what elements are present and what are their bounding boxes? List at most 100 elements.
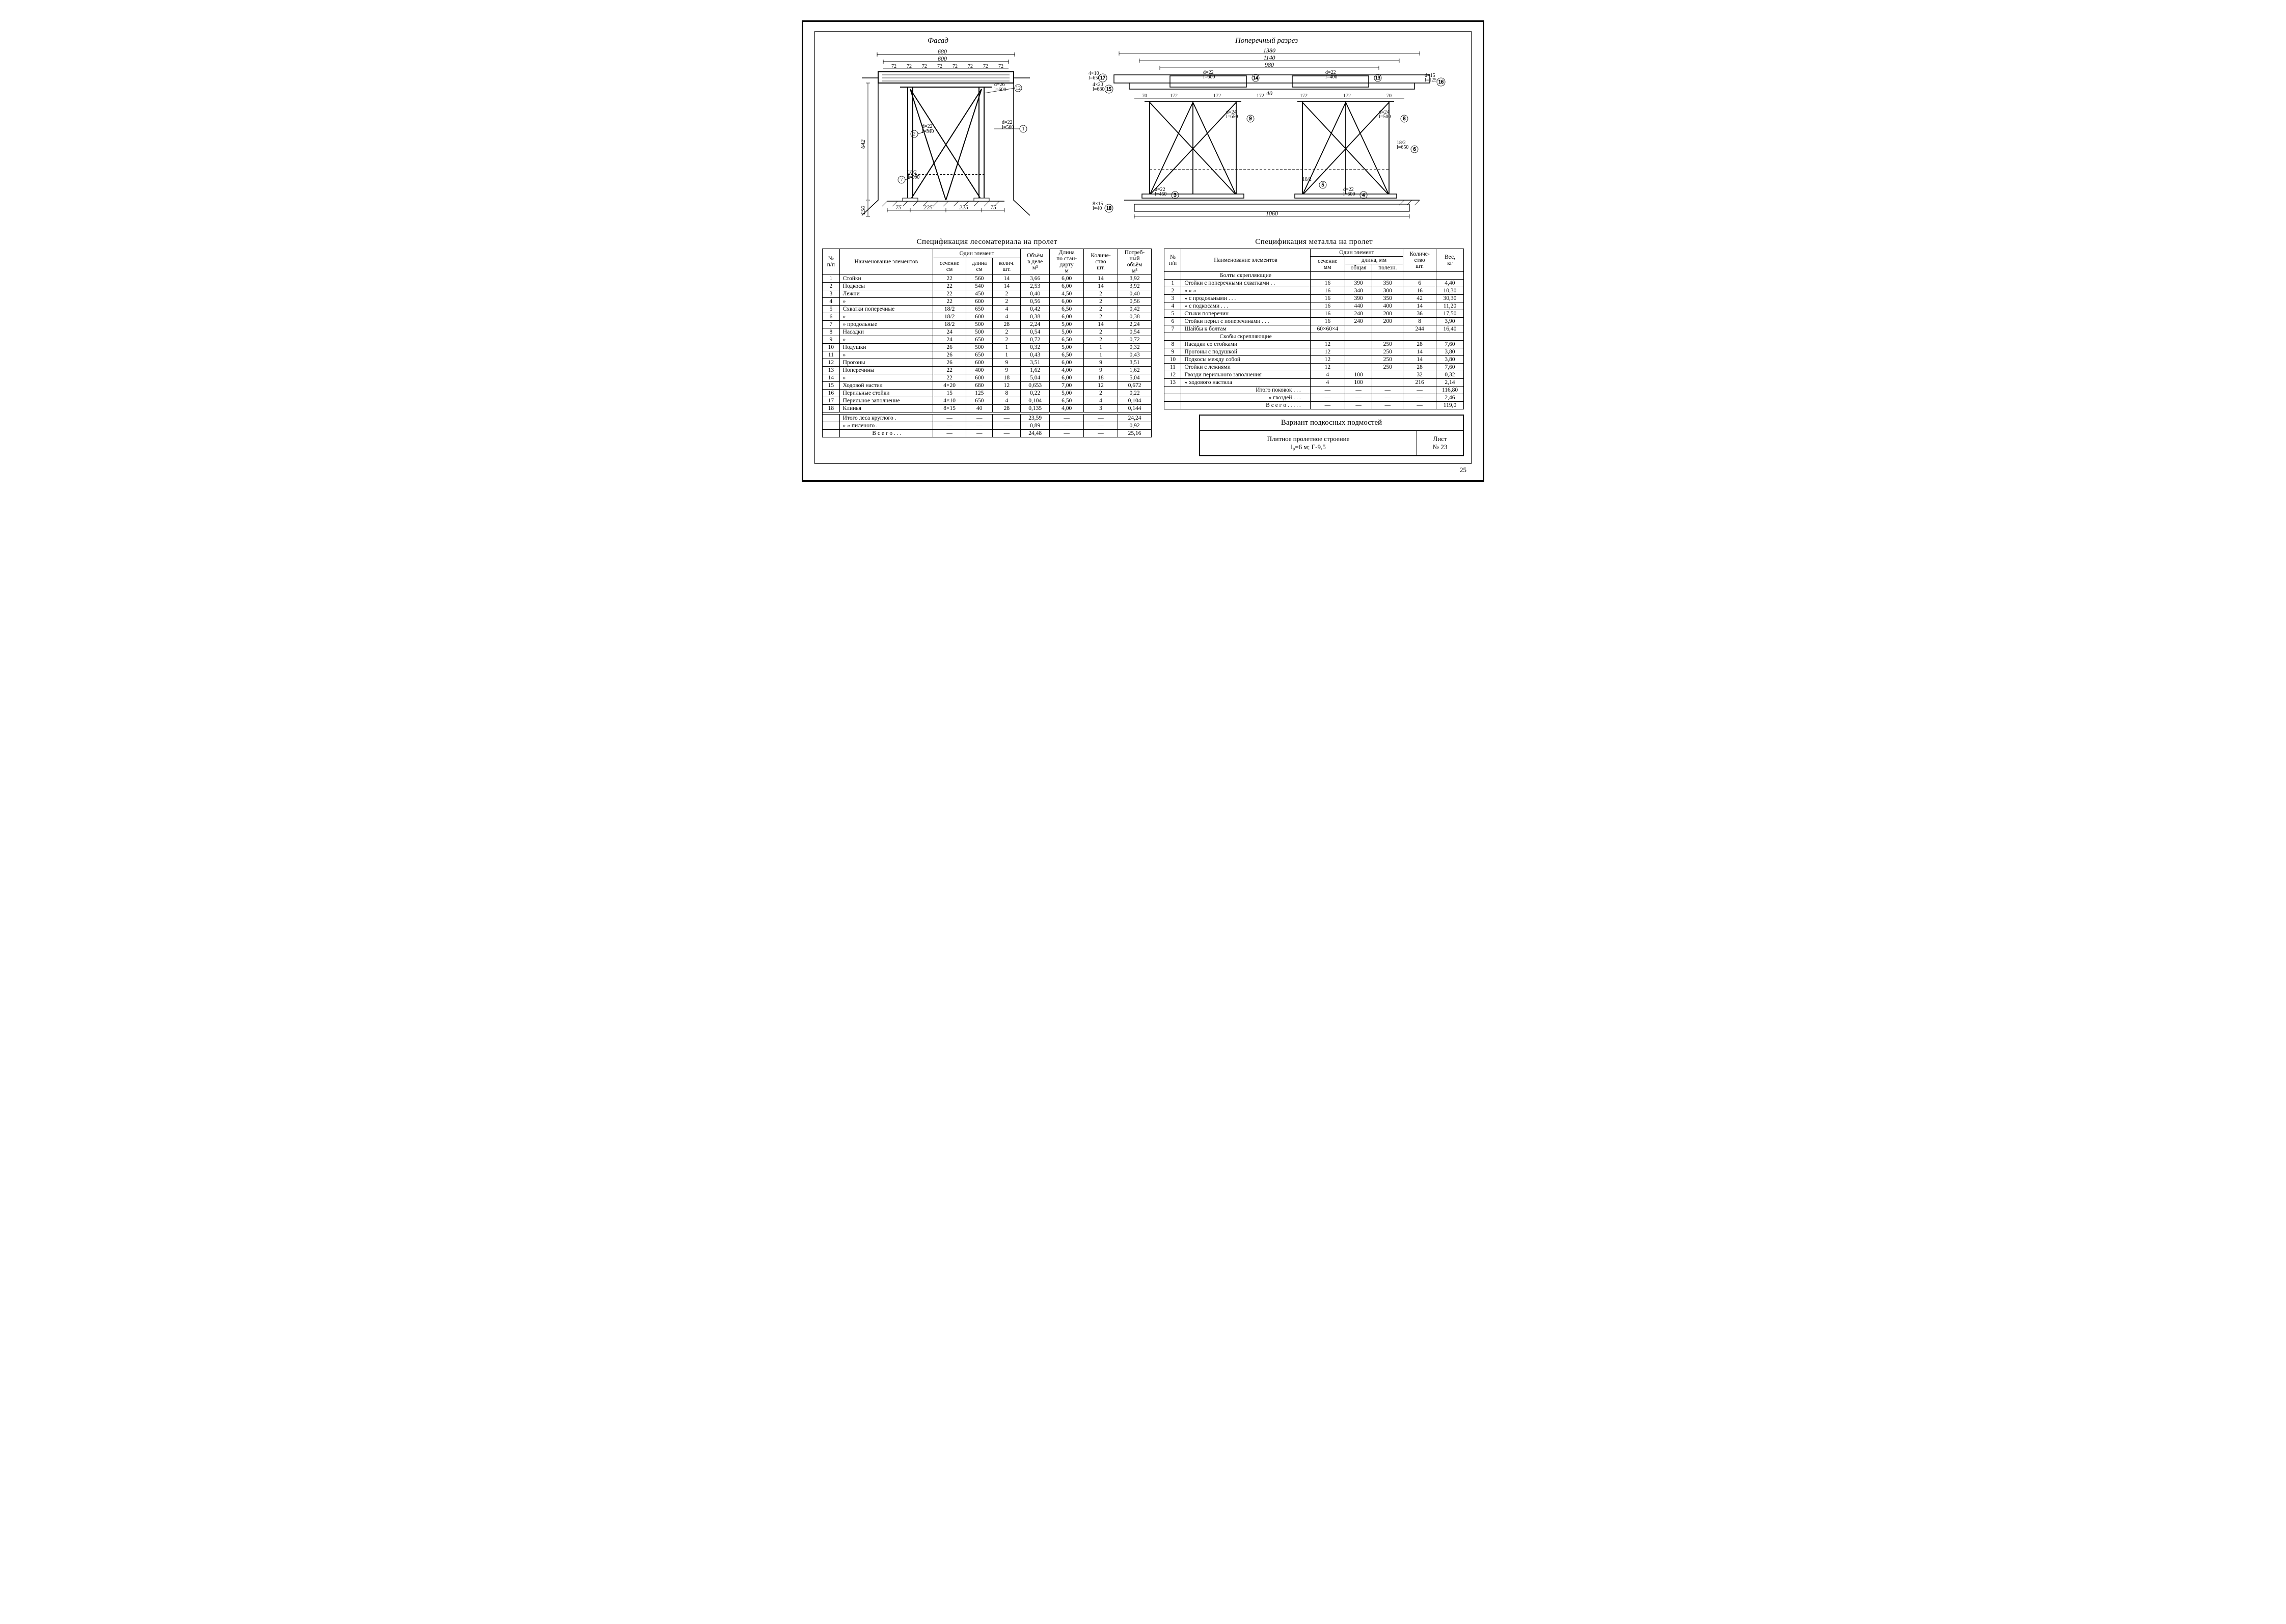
table-row: 10Подкосы между собой12250143,80 <box>1164 356 1464 364</box>
dim-1380: 1380 <box>1263 47 1275 54</box>
svg-text:172: 172 <box>1213 93 1221 99</box>
wt-h-sec: сечениесм <box>933 258 966 275</box>
cross-svg: 1380 1140 980 d=22l=600 d=22l=400 <box>1078 47 1455 231</box>
svg-text:4×10l=650: 4×10l=650 <box>1088 71 1100 81</box>
wt-h-qty: колич.шт. <box>993 258 1021 275</box>
facade-svg: 680 600 72 72 72 72 72 72 72 72 <box>831 47 1045 231</box>
dim-b225a: 225 <box>923 204 933 211</box>
svg-text:72: 72 <box>891 64 896 69</box>
svg-text:172: 172 <box>1343 93 1351 99</box>
table-row: 1Стойки22560143,666,00143,92 <box>823 275 1152 283</box>
dim-600: 600 <box>938 55 947 62</box>
table-row: 6»18/260040,386,0020,38 <box>823 313 1152 321</box>
svg-text:72: 72 <box>953 64 958 69</box>
page-number: 25 <box>814 464 1472 474</box>
wt-h-len: длинасм <box>966 258 993 275</box>
svg-text:13: 13 <box>1375 75 1380 81</box>
drawings-row: Фасад 680 600 72 <box>822 37 1464 231</box>
table-row: 13Поперечины2240091,624,0091,62 <box>823 367 1152 374</box>
svg-text:18/2: 18/2 <box>1302 177 1312 182</box>
table-row: 11Стойки с лежнями12250287,60 <box>1164 364 1464 371</box>
svg-text:12: 12 <box>1016 86 1021 91</box>
callout-12: d=26l=600 <box>994 82 1006 93</box>
table-row: 5Схватки поперечные18/265040,426,5020,42 <box>823 306 1152 313</box>
dim-980: 980 <box>1265 61 1274 68</box>
table-row: 8Насадки со стойками12250287,60 <box>1164 341 1464 348</box>
metal-title: Спецификация металла на пролет <box>1164 238 1464 246</box>
metal-table: №п/п Наименование элементов Один элемент… <box>1164 249 1464 409</box>
table-row: 11»2665010,436,5010,43 <box>823 351 1152 359</box>
svg-text:4×20l=680: 4×20l=680 <box>1093 82 1104 92</box>
wt-h-one: Один элемент <box>933 249 1021 258</box>
svg-text:15: 15 <box>1106 87 1111 92</box>
table-row: 12Прогоны2660093,516,0093,51 <box>823 359 1152 367</box>
svg-text:14: 14 <box>1253 75 1258 81</box>
svg-text:6: 6 <box>1413 147 1416 152</box>
svg-text:17: 17 <box>1100 75 1105 81</box>
table-row: 3Лежни2245020,404,5020,40 <box>823 290 1152 298</box>
wood-table-block: Спецификация лесоматериала на пролет №п/… <box>822 235 1152 437</box>
table-row: 4»2260020,566,0020,56 <box>823 298 1152 306</box>
svg-text:40: 40 <box>1266 90 1272 97</box>
svg-text:172: 172 <box>1257 93 1264 99</box>
tb-line1: Вариант подкосных подмостей <box>1200 416 1463 431</box>
dim-b225b: 225 <box>959 204 968 211</box>
dim-1060: 1060 <box>1266 210 1278 217</box>
table-row: 4» с подкосами . . .164404001411,20 <box>1164 302 1464 310</box>
table-row: 7» продольные18/2500282,245,00142,24 <box>823 321 1152 328</box>
svg-text:4: 4 <box>1362 192 1365 198</box>
callout-7: 18/2l=500 <box>908 170 919 180</box>
mt-h-sec: сечениемм <box>1310 257 1345 272</box>
callout-1: d=22l=560 <box>1002 120 1014 130</box>
table-row: 14»22600185,046,00185,04 <box>823 374 1152 382</box>
wt-h-name: Наименование элементов <box>839 249 933 275</box>
mt-h-len: длина, мм <box>1345 257 1403 264</box>
svg-text:18/2l=650: 18/2l=650 <box>1397 140 1408 150</box>
wt-h-n: №п/п <box>823 249 840 275</box>
svg-text:72: 72 <box>937 64 942 69</box>
table-row: 13» ходового настила41002162,14 <box>1164 379 1464 387</box>
svg-text:9: 9 <box>1249 116 1251 122</box>
mt-h-cnt: Количе-ствошт. <box>1403 249 1436 272</box>
svg-text:16: 16 <box>1438 79 1444 85</box>
svg-text:8: 8 <box>1403 116 1405 122</box>
mt-h-lentot: общая <box>1345 264 1372 272</box>
drawing-cross: Поперечный разрез 1380 1140 980 <box>1078 37 1455 231</box>
mt-h-lenuse: полезн. <box>1372 264 1403 272</box>
table-section-header: Скобы скрепляющие <box>1164 333 1464 341</box>
metal-table-block: Спецификация металла на пролет №п/п Наим… <box>1164 235 1464 456</box>
table-row: 2Подкосы22540142,536,00143,92 <box>823 283 1152 290</box>
table-row: 2» » »163403001610,30 <box>1164 287 1464 295</box>
table-total-row: » гвоздей . . .————2,46 <box>1164 394 1464 402</box>
step-labels: 72 72 72 72 72 72 72 72 <box>891 64 1003 69</box>
dim-680: 680 <box>938 48 947 55</box>
table-row: 3» с продольными . . .163903504230,30 <box>1164 295 1464 302</box>
wt-h-need: Потреб-ныйобъёмм³ <box>1118 249 1152 275</box>
svg-text:72: 72 <box>922 64 927 69</box>
mt-h-name: Наименование элементов <box>1181 249 1310 272</box>
wood-table: №п/п Наименование элементов Один элемент… <box>822 249 1152 437</box>
table-row: 15Ходовой настил4×20680120,6537,00120,67… <box>823 382 1152 390</box>
table-row: 16Перильные стойки1512580,225,0020,22 <box>823 390 1152 397</box>
tables-row: Спецификация лесоматериала на пролет №п/… <box>822 235 1464 456</box>
svg-text:72: 72 <box>983 64 988 69</box>
svg-text:70: 70 <box>1386 93 1392 99</box>
dim-642: 642 <box>859 140 866 149</box>
svg-text:7: 7 <box>900 177 903 183</box>
table-row: 7Шайбы к болтам60×60×424416,40 <box>1164 325 1464 333</box>
wt-h-cnt: Количе-ствошт. <box>1084 249 1118 275</box>
svg-text:72: 72 <box>907 64 912 69</box>
callout-2: d=22l=540 <box>922 124 934 134</box>
wood-title: Спецификация лесоматериала на пролет <box>822 238 1152 246</box>
table-row: 10Подушки2650010,325,0010,32 <box>823 344 1152 351</box>
page-frame: Фасад 680 600 72 <box>802 20 1484 482</box>
svg-text:d=22l=400: d=22l=400 <box>1325 70 1337 80</box>
svg-text:172: 172 <box>1170 93 1178 99</box>
wt-h-vol: Объёмв делем³ <box>1021 249 1050 275</box>
svg-text:1: 1 <box>1022 126 1024 132</box>
tb-line2: Плитное пролетное строениеl₀=6 м; Г-9,5 <box>1200 431 1417 455</box>
mt-h-n: №п/п <box>1164 249 1181 272</box>
facade-title: Фасад <box>831 37 1045 45</box>
inner-frame: Фасад 680 600 72 <box>814 31 1472 464</box>
drawing-facade: Фасад 680 600 72 <box>831 37 1045 231</box>
